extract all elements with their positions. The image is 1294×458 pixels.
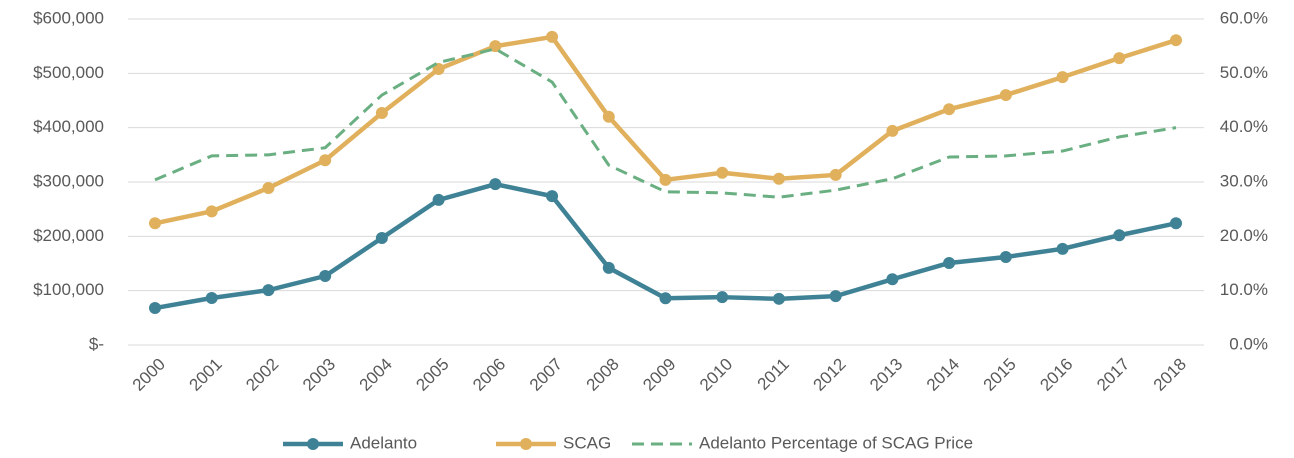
- x-tick-label: 2011: [754, 355, 793, 394]
- x-tick-label: 2004: [356, 355, 396, 395]
- point: [659, 173, 672, 186]
- point: [432, 62, 445, 75]
- point: [375, 106, 388, 119]
- point: [999, 89, 1012, 102]
- y2-tick-label: 10.0%: [1220, 280, 1268, 299]
- x-tick-label: 2009: [639, 355, 679, 395]
- y-tick-label: $200,000: [33, 226, 104, 245]
- x-tick-label: 2017: [1093, 355, 1133, 395]
- point: [262, 181, 275, 194]
- y2-tick-label: 60.0%: [1220, 8, 1268, 27]
- series-line: [154, 181, 1177, 311]
- point: [829, 290, 842, 303]
- point: [489, 178, 502, 191]
- y-tick-label: $300,000: [33, 171, 104, 190]
- point: [1056, 71, 1069, 84]
- x-tick-label: 2008: [583, 355, 623, 395]
- point: [149, 217, 161, 230]
- point: [1056, 242, 1069, 255]
- x-tick-label: 2002: [242, 355, 282, 395]
- point: [772, 292, 785, 305]
- legend-label: Adelanto: [350, 433, 417, 452]
- point: [943, 256, 956, 269]
- point: [1170, 34, 1182, 47]
- point: [432, 193, 445, 206]
- point: [1170, 217, 1182, 230]
- y2-tick-label: 50.0%: [1220, 63, 1268, 82]
- legend-marker: [307, 438, 319, 450]
- y-tick-label: $-: [89, 334, 104, 353]
- x-tick-label: 2018: [1150, 355, 1190, 395]
- point: [886, 124, 899, 137]
- point: [943, 103, 956, 116]
- point: [546, 30, 559, 43]
- y-tick-label: $400,000: [33, 117, 104, 136]
- point: [205, 292, 218, 305]
- y-tick-label: $600,000: [33, 8, 104, 27]
- point: [1113, 229, 1126, 242]
- point: [829, 168, 842, 181]
- point: [886, 273, 899, 286]
- point: [205, 205, 218, 218]
- point: [375, 231, 388, 244]
- legend-marker: [520, 438, 532, 450]
- point: [546, 190, 559, 203]
- series-line: [154, 34, 1177, 226]
- series-line: [154, 47, 1177, 199]
- point: [602, 261, 615, 274]
- legend-label: SCAG: [563, 433, 611, 452]
- point: [716, 166, 729, 179]
- x-tick-label: 2013: [866, 355, 906, 395]
- x-tick-label: 2016: [1036, 355, 1076, 395]
- y2-tick-label: 30.0%: [1220, 171, 1268, 190]
- x-tick-label: 2006: [469, 355, 509, 395]
- x-tick-label: 2001: [186, 355, 226, 395]
- x-tick-label: 2010: [696, 355, 736, 395]
- x-tick-label: 2007: [526, 355, 566, 395]
- x-tick-label: 2012: [809, 355, 849, 395]
- point: [1113, 52, 1126, 65]
- point: [999, 250, 1012, 263]
- y2-tick-label: 20.0%: [1220, 226, 1268, 245]
- x-tick-label: 2003: [299, 355, 339, 395]
- y2-tick-label: 40.0%: [1220, 117, 1268, 136]
- point: [716, 291, 729, 304]
- point: [489, 40, 502, 53]
- point: [602, 110, 615, 123]
- y-tick-label: $100,000: [33, 280, 104, 299]
- point: [319, 269, 332, 282]
- x-tick-label: 2015: [980, 355, 1020, 395]
- legend-label: Adelanto Percentage of SCAG Price: [699, 433, 973, 452]
- point: [319, 154, 332, 167]
- y-tick-label: $500,000: [33, 63, 104, 82]
- x-tick-label: 2005: [412, 355, 452, 395]
- x-tick-label: 2000: [129, 355, 169, 395]
- point: [772, 172, 785, 185]
- point: [659, 292, 672, 305]
- point: [149, 302, 161, 315]
- y2-tick-label: 0.0%: [1229, 334, 1268, 353]
- x-tick-label: 2014: [923, 355, 963, 395]
- point: [262, 284, 275, 297]
